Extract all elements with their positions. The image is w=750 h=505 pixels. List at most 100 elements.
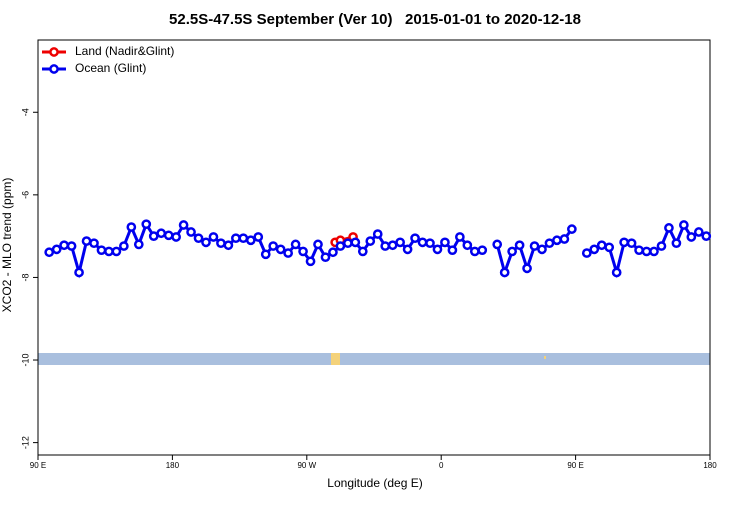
data-point bbox=[51, 244, 62, 255]
data-point bbox=[335, 241, 346, 251]
data-point bbox=[432, 244, 443, 255]
data-point bbox=[604, 242, 615, 253]
data-point bbox=[417, 237, 428, 248]
data-point bbox=[619, 237, 629, 248]
data-point bbox=[305, 256, 316, 267]
x-tick-label: 0 bbox=[439, 461, 444, 470]
x-tick-label: 90 E bbox=[567, 461, 583, 470]
data-point bbox=[357, 246, 368, 257]
data-point bbox=[589, 244, 600, 255]
legend-label: Ocean (Glint) bbox=[75, 61, 146, 75]
land-mask-patch bbox=[544, 356, 546, 359]
data-point bbox=[552, 235, 562, 246]
legend-label: Land (Nadir&Glint) bbox=[75, 44, 174, 58]
data-point bbox=[298, 246, 308, 257]
data-point bbox=[313, 239, 323, 250]
y-tick-label: -12 bbox=[20, 436, 30, 449]
y-axis-label: XCO2 - MLO trend (ppm) bbox=[0, 178, 14, 313]
data-point bbox=[626, 238, 637, 249]
data-point bbox=[163, 230, 174, 241]
data-point bbox=[686, 232, 697, 242]
data-point bbox=[201, 237, 211, 248]
data-point bbox=[156, 228, 167, 239]
data-point bbox=[559, 234, 570, 244]
x-axis-label: Longitude (deg E) bbox=[327, 476, 422, 490]
data-point bbox=[567, 224, 577, 234]
data-point bbox=[74, 267, 84, 278]
data-point bbox=[634, 245, 644, 256]
data-point bbox=[253, 232, 264, 242]
data-point bbox=[238, 233, 249, 244]
y-tick-label: -6 bbox=[20, 191, 30, 199]
y-tick-label: -10 bbox=[20, 354, 30, 367]
data-point bbox=[343, 238, 353, 249]
data-point bbox=[387, 240, 398, 251]
data-point bbox=[96, 245, 107, 256]
data-point bbox=[216, 238, 226, 249]
data-point bbox=[66, 241, 77, 251]
data-point bbox=[119, 241, 129, 251]
data-point bbox=[596, 240, 607, 251]
data-point bbox=[320, 252, 331, 263]
data-point bbox=[171, 232, 181, 242]
data-point bbox=[231, 233, 241, 244]
data-point bbox=[133, 239, 144, 250]
data-point bbox=[537, 244, 547, 255]
data-point bbox=[649, 246, 659, 257]
data-point bbox=[111, 246, 122, 257]
data-point bbox=[507, 246, 517, 257]
data-point bbox=[529, 241, 540, 251]
data-point bbox=[492, 239, 503, 250]
x-tick-label: 90 W bbox=[297, 461, 316, 470]
data-point bbox=[664, 223, 674, 233]
x-tick-label: 90 E bbox=[30, 461, 46, 470]
data-point bbox=[544, 238, 555, 249]
data-point bbox=[522, 263, 532, 274]
data-point bbox=[89, 238, 99, 249]
y-tick-label: -4 bbox=[20, 108, 30, 116]
data-point bbox=[193, 233, 204, 244]
data-point bbox=[440, 237, 450, 248]
data-point bbox=[611, 267, 622, 278]
x-tick-label: 180 bbox=[703, 461, 717, 470]
data-point bbox=[223, 240, 234, 251]
data-point bbox=[81, 236, 92, 246]
plot-frame bbox=[37, 39, 711, 456]
data-point bbox=[268, 241, 279, 251]
data-point bbox=[178, 220, 189, 230]
legend-marker bbox=[49, 47, 59, 57]
data-point bbox=[186, 227, 196, 237]
data-point bbox=[104, 246, 114, 257]
data-point bbox=[59, 240, 69, 251]
data-point bbox=[141, 219, 152, 230]
chart-title: 52.5S-47.5S September (Ver 10) 2015-01-0… bbox=[169, 11, 581, 28]
data-point bbox=[148, 231, 159, 241]
land-mask-band bbox=[38, 353, 710, 365]
data-point bbox=[365, 236, 376, 246]
data-point bbox=[208, 232, 219, 242]
data-point bbox=[469, 246, 480, 257]
data-point bbox=[447, 245, 458, 256]
data-point bbox=[245, 235, 256, 246]
legend-marker bbox=[49, 64, 59, 74]
data-point bbox=[402, 244, 413, 255]
data-point bbox=[462, 240, 473, 251]
data-point bbox=[410, 233, 420, 244]
data-point bbox=[581, 248, 592, 258]
data-point bbox=[499, 267, 510, 278]
data-point bbox=[455, 232, 465, 242]
data-point bbox=[671, 238, 682, 249]
land-mask-patch bbox=[331, 353, 340, 365]
data-point bbox=[380, 241, 391, 251]
data-point bbox=[656, 241, 667, 251]
data-point bbox=[126, 222, 137, 232]
data-point bbox=[372, 229, 383, 239]
data-point bbox=[44, 247, 55, 258]
data-point bbox=[283, 248, 293, 258]
data-point bbox=[350, 237, 361, 248]
data-point bbox=[679, 220, 689, 230]
data-point bbox=[425, 238, 435, 249]
data-point bbox=[328, 247, 338, 258]
data-point bbox=[693, 227, 704, 237]
